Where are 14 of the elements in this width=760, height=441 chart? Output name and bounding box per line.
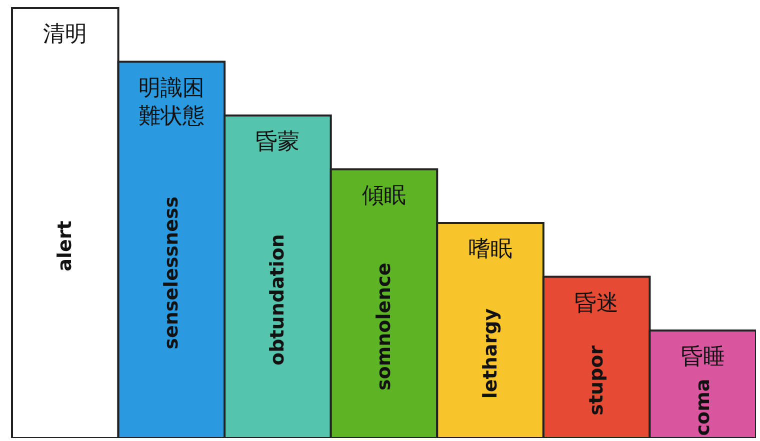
annotation: 傾眠 [362,183,406,208]
x-tick-label: stupor [586,344,608,416]
x-tick-label: obtundation [266,234,289,366]
x-tick-label: senselessness [160,196,182,350]
annotation: 明識困難状態 [138,76,204,129]
x-tick-label: coma [692,378,714,436]
annotation: 清明 [43,22,88,47]
x-tick-label: alert [54,220,76,272]
annotation: 昏迷 [574,290,619,316]
annotation: 昏睡 [680,344,725,370]
x-tick-label: lethargy [479,308,502,399]
x-tick-label: somnolence [373,262,395,391]
annotation: 嗜眠 [468,237,512,262]
annotation: 昏蒙 [256,130,300,154]
